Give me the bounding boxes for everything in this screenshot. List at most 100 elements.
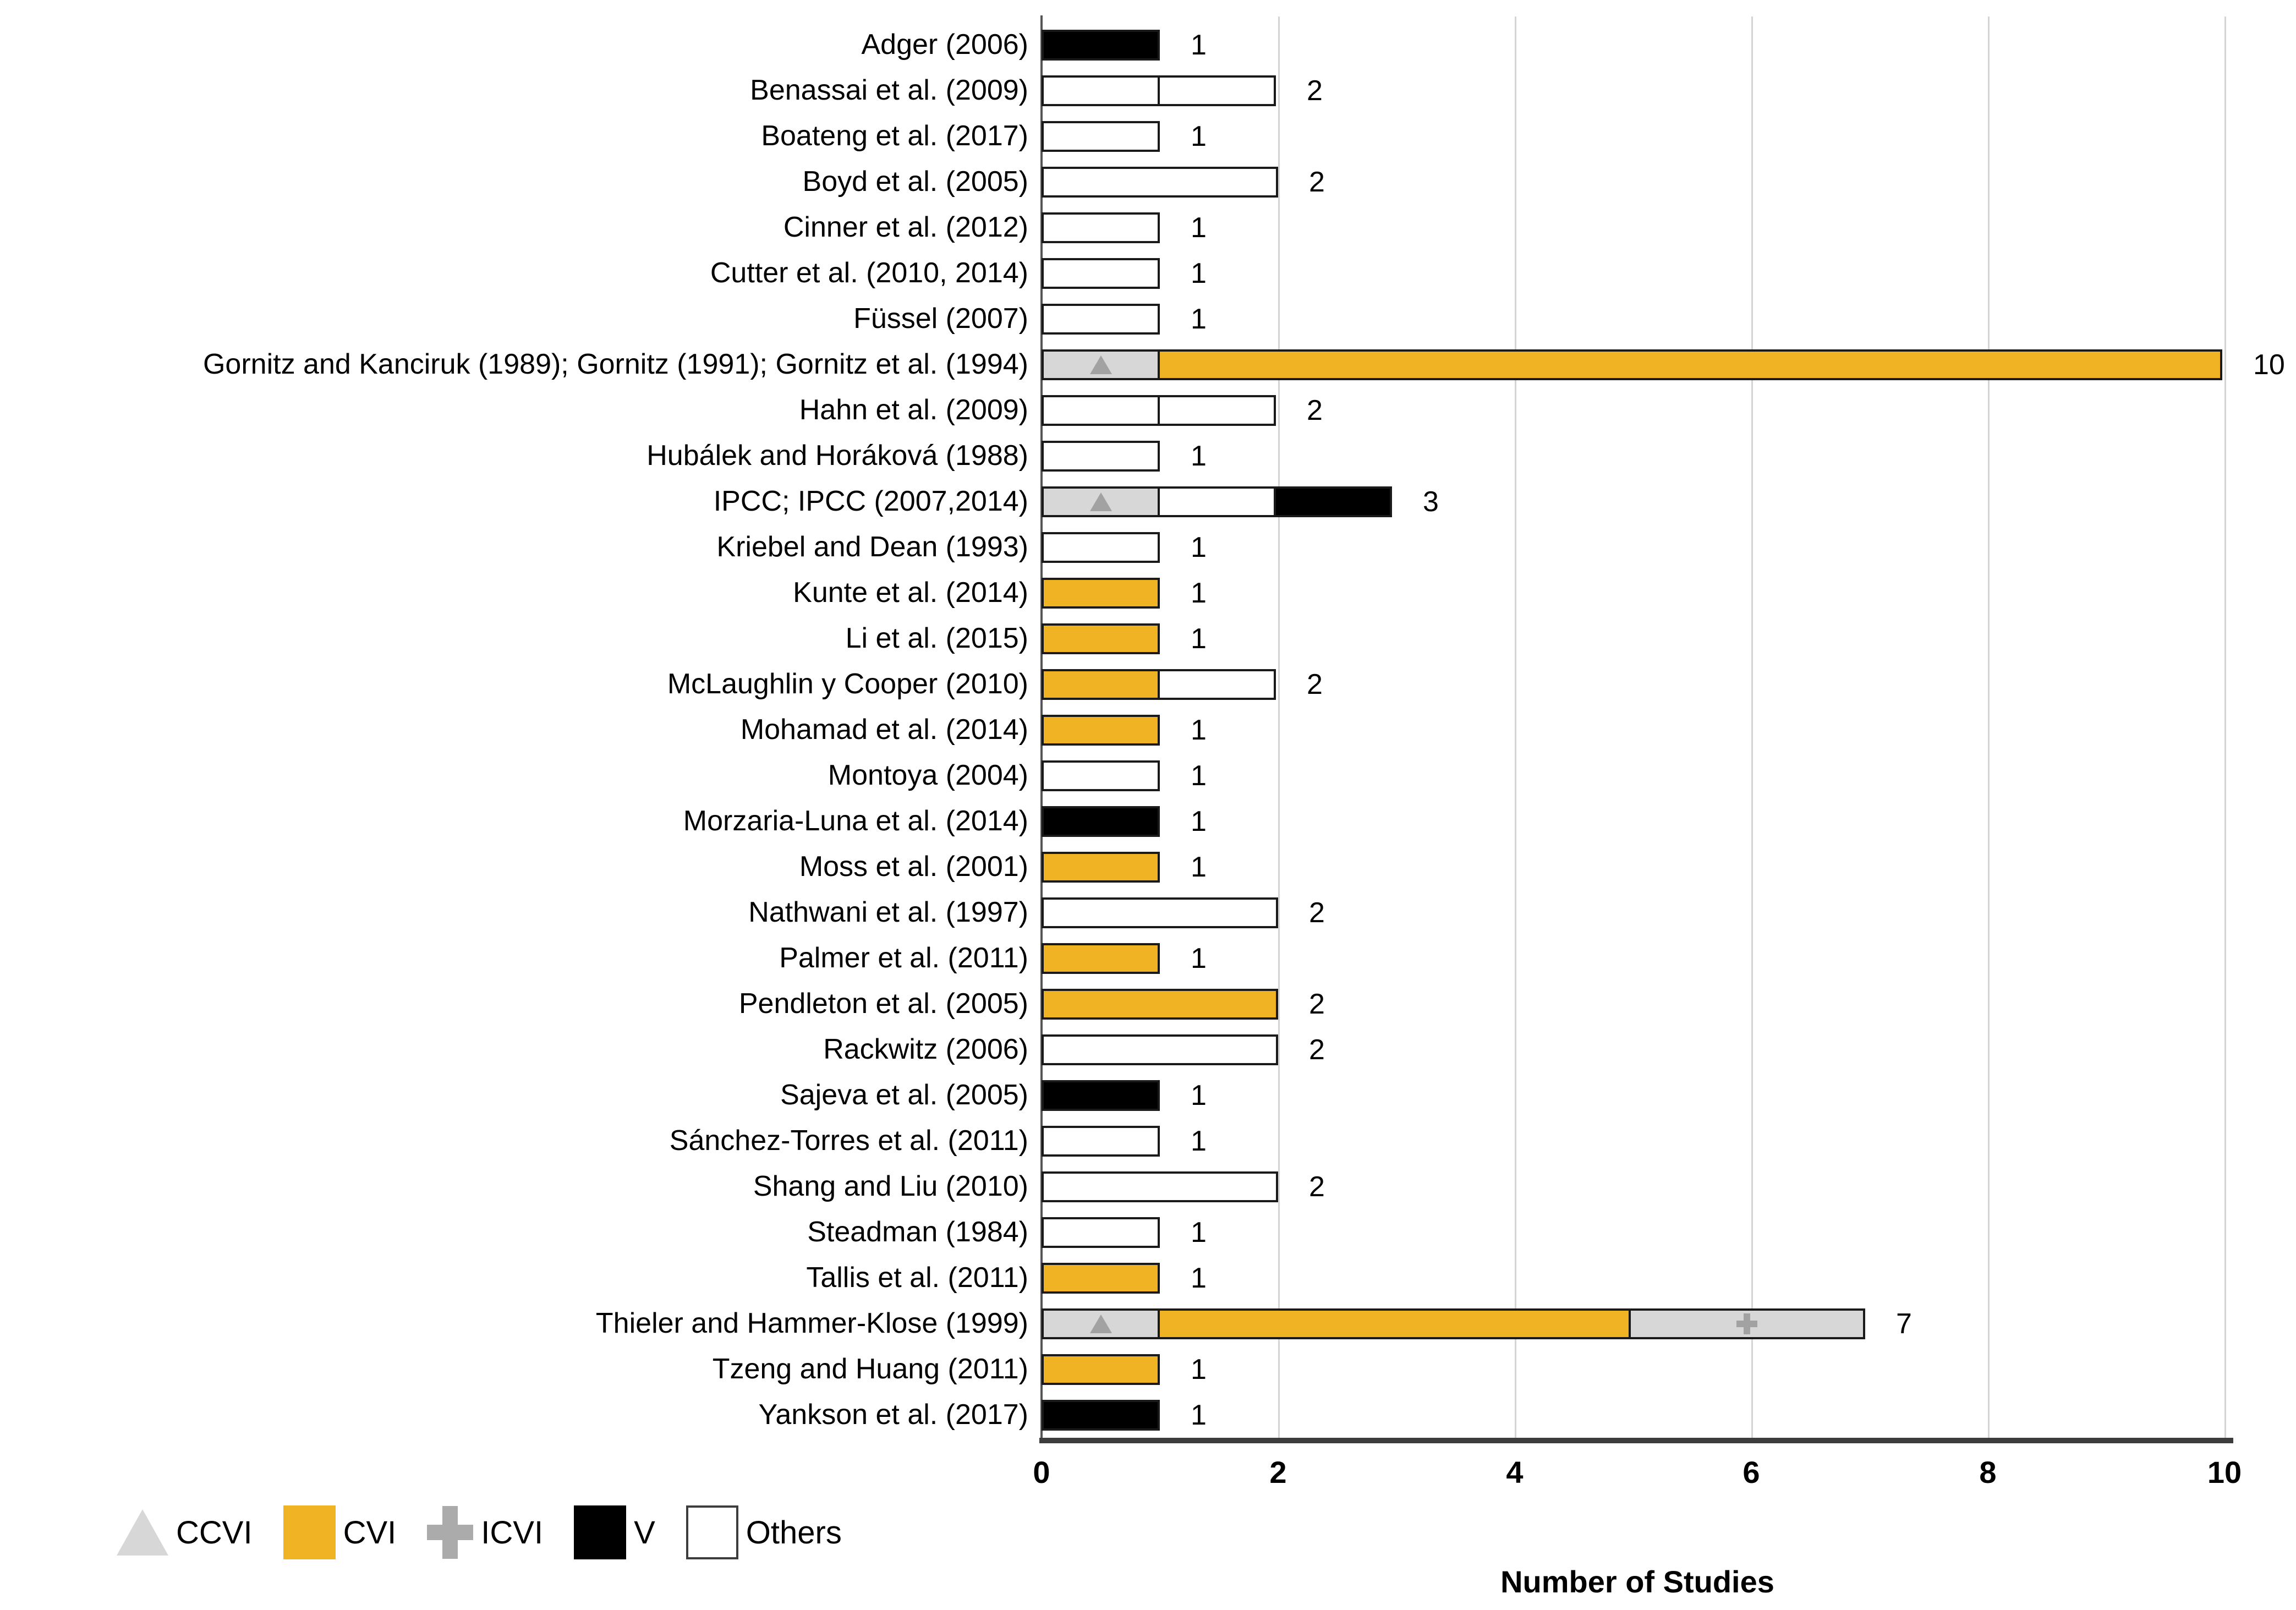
bar-value-label: 1 [1191,759,1207,792]
bar-segment-others [1042,258,1160,289]
bar-segment-v [1274,486,1392,517]
bar-stack: 1 [1042,623,1207,654]
legend-label: V [634,1514,655,1551]
row-label: Morzaria-Luna et al. (2014) [683,805,1028,837]
bar-value-label: 1 [1191,303,1207,335]
bar-row: Morzaria-Luna et al. (2014) 1 [0,798,2296,844]
bar-row: Li et al. (2015) 1 [0,616,2296,661]
bar-segment-others [1042,395,1160,426]
bar-segment-cvi [1042,851,1160,883]
gridline [1988,17,1990,1438]
bar-value-label: 1 [1191,120,1207,152]
bar-value-label: 2 [1309,1170,1325,1203]
bar-value-label: 1 [1191,1262,1207,1294]
bar-row: Benassai et al. (2009) 2 [0,68,2296,113]
x-tick-label: 2 [1269,1455,1287,1489]
legend-item-v: V [574,1505,655,1559]
ccvi-triangle-marker [1089,355,1112,374]
bar-stack: 2 [1042,75,1323,106]
bar-row: Nathwani et al. (1997) 2 [0,890,2296,935]
row-label: Pendleton et al. (2005) [738,988,1028,1020]
bar-segment-others [1158,395,1276,426]
bar-segment-others [1042,440,1160,472]
row-label: Füssel (2007) [853,303,1028,335]
bar-value-label: 1 [1191,805,1207,837]
legend-item-ccvi: CCVI [117,1509,253,1556]
bar-stack: 1 [1042,532,1207,563]
bar-rows: Adger (2006) 1 Benassai et al. (2009) 2 Boat… [0,22,2296,1438]
bar-segment-cvi [1042,623,1160,654]
bar-segment-cvi [1042,1262,1160,1294]
bar-stack: 2 [1042,395,1323,426]
legend-item-icvi: ICVI [427,1506,543,1559]
bar-stack: 1 [1042,714,1207,746]
bar-value-label: 1 [1191,942,1207,974]
bar-stack: 1 [1042,29,1207,61]
bar-row: Montoya (2004) 1 [0,753,2296,798]
legend-item-others: Others [686,1505,842,1559]
bar-segment-others [1042,1171,1278,1202]
row-label: Mohamad et al. (2014) [740,714,1028,746]
bar-value-label: 1 [1191,714,1207,746]
bar-row: IPCC; IPCC (2007,2014) 3 [0,479,2296,524]
row-label: Boateng et al. (2017) [761,120,1028,152]
x-tick-label: 0 [1033,1455,1050,1489]
bar-segment-cvi [1042,577,1160,609]
bar-segment-others [1158,75,1276,106]
bar-value-label: 1 [1191,1079,1207,1111]
bar-segment-others [1042,121,1160,152]
bar-stack: 1 [1042,806,1207,837]
legend-icvi-plus-icon [427,1506,474,1559]
bar-value-label: 1 [1191,622,1207,655]
bar-segment-others [1042,897,1278,928]
bar-stack: 1 [1042,303,1207,335]
row-label: Gornitz and Kanciruk (1989); Gornitz (19… [202,348,1028,381]
bar-segment-v [1042,1399,1160,1431]
row-label: Boyd et al. (2005) [802,166,1028,198]
bar-segment-others [1042,532,1160,563]
bar-value-label: 1 [1191,211,1207,244]
bar-stack: 1 [1042,1399,1207,1431]
bar-stack: 1 [1042,943,1207,974]
bar-stack: 7 [1042,1308,1912,1339]
legend-v-swatch [574,1505,627,1559]
bar-value-label: 1 [1191,577,1207,609]
row-label: Moss et al. (2001) [799,851,1028,883]
bar-row: Mohamad et al. (2014) 1 [0,707,2296,753]
bar-stack: 2 [1042,897,1325,928]
bar-row: McLaughlin y Cooper (2010) 2 [0,661,2296,707]
bar-row: Yankson et al. (2017) 1 [0,1392,2296,1438]
bar-row: Boateng et al. (2017) 1 [0,113,2296,159]
bar-stack: 1 [1042,212,1207,243]
bar-segment-cvi [1042,943,1160,974]
bar-stack: 1 [1042,577,1207,609]
gridline [2224,17,2226,1438]
bar-row: Moss et al. (2001) 1 [0,844,2296,890]
bar-stack: 2 [1042,669,1323,700]
bar-segment-cvi [1042,988,1278,1020]
bar-value-label: 2 [1307,74,1323,107]
bar-row: Hahn et al. (2009) 2 [0,387,2296,433]
row-label: Montoya (2004) [828,759,1028,792]
bar-stack: 3 [1042,486,1439,517]
row-label: Cutter et al. (2010, 2014) [710,257,1028,289]
bar-value-label: 2 [1309,896,1325,929]
ccvi-triangle-marker [1089,492,1112,511]
bar-segment-others [1042,166,1278,198]
bar-row: Kriebel and Dean (1993) 1 [0,524,2296,570]
bar-stack: 10 [1042,349,2285,380]
bar-row: Cinner et al. (2012) 1 [0,205,2296,250]
bar-stack: 1 [1042,760,1207,791]
bar-row: Adger (2006) 1 [0,22,2296,68]
bar-segment-v [1042,806,1160,837]
bar-row: Hubálek and Horáková (1988) 1 [0,433,2296,479]
bar-segment-others [1042,1125,1160,1157]
bar-segment-cvi [1042,1354,1160,1385]
bar-stack: 1 [1042,1217,1207,1248]
bar-stack: 2 [1042,1034,1325,1065]
bar-value-label: 2 [1307,394,1323,426]
legend-ccvi-triangle-icon [117,1509,168,1556]
bar-value-label: 1 [1191,1399,1207,1431]
bar-row: Rackwitz (2006) 2 [0,1027,2296,1072]
bar-value-label: 10 [2253,348,2285,381]
